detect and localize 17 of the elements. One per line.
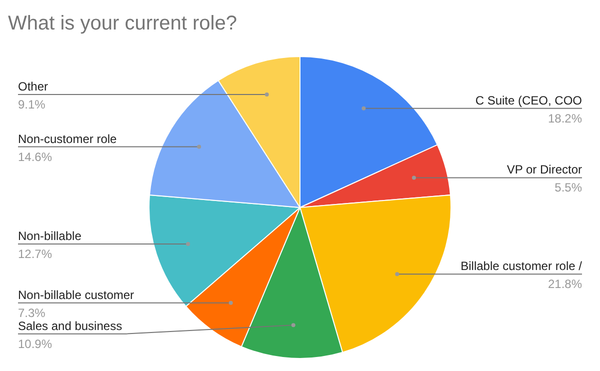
data-label: 7.3% xyxy=(18,306,46,320)
data-label: 10.9% xyxy=(18,336,52,351)
data-label: 9.1% xyxy=(18,97,46,112)
slice-label: C Suite (CEO, COO xyxy=(475,93,582,108)
data-label: 14.6% xyxy=(18,150,52,164)
data-label: 5.5% xyxy=(554,180,582,195)
data-label: 21.8% xyxy=(548,277,582,292)
slice-label: Non-billable customer xyxy=(18,288,134,302)
slice-label: Other xyxy=(18,79,48,94)
chart-title: What is your current role? xyxy=(8,12,237,35)
slice-label: Non-customer role xyxy=(18,132,118,146)
data-label: 18.2% xyxy=(548,111,582,126)
slice-label: Sales and business xyxy=(18,318,122,333)
slice-label: Non-billable xyxy=(18,229,82,244)
data-label: 12.7% xyxy=(18,247,52,262)
slice-label: VP or Director xyxy=(506,162,582,177)
slice-label: Billable customer role / xyxy=(460,259,583,274)
